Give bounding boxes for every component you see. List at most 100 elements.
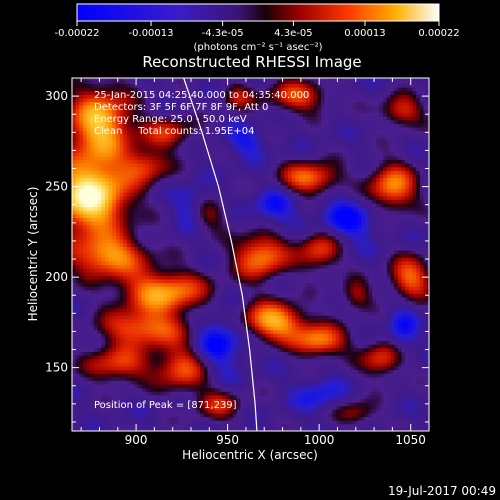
- heatmap-cell: [119, 213, 124, 218]
- heatmap-cell: [152, 173, 157, 179]
- heatmap-cell: [189, 130, 194, 135]
- heatmap-cell: [181, 163, 187, 168]
- heatmap-cell: [156, 405, 161, 410]
- heatmap-cell: [185, 275, 190, 280]
- heatmap-cell: [247, 199, 253, 204]
- heatmap-cell: [115, 217, 121, 222]
- heatmap-cell: [112, 195, 117, 200]
- heatmap-cell: [159, 289, 165, 295]
- heatmap-cell: [79, 405, 84, 410]
- heatmap-cell: [200, 340, 205, 345]
- heatmap-cell: [108, 358, 113, 363]
- heatmap-cell: [97, 97, 102, 103]
- heatmap-cell: [233, 228, 238, 233]
- heatmap-cell: [112, 163, 117, 168]
- heatmap-cell: [159, 282, 165, 287]
- heatmap-cell: [240, 213, 245, 218]
- heatmap-cell: [145, 369, 150, 374]
- heatmap-cell: [123, 155, 128, 161]
- heatmap-cell: [240, 202, 245, 208]
- heatmap-cell: [214, 148, 220, 153]
- heatmap-cell: [214, 416, 220, 421]
- heatmap-cell: [148, 152, 154, 157]
- heatmap-cell: [225, 260, 231, 266]
- heatmap-cell: [148, 123, 154, 128]
- heatmap-cell: [90, 315, 95, 320]
- heatmap-cell: [152, 420, 157, 425]
- heatmap-cell: [181, 87, 187, 92]
- heatmap-cell: [167, 144, 172, 150]
- heatmap-cell: [200, 278, 205, 284]
- heatmap-cell: [93, 300, 99, 305]
- heatmap-cell: [244, 376, 249, 381]
- heatmap-cell: [134, 354, 139, 360]
- heatmap-cell: [211, 420, 216, 425]
- heatmap-cell: [104, 108, 110, 113]
- heatmap-cell: [159, 130, 165, 135]
- heatmap-cell: [86, 105, 91, 110]
- heatmap-cell: [203, 166, 209, 171]
- heatmap-cell: [174, 202, 179, 208]
- heatmap-cell: [229, 116, 234, 121]
- heatmap-cell: [75, 101, 80, 106]
- heatmap-cell: [192, 380, 198, 385]
- heatmap-cell: [255, 246, 260, 251]
- heatmap-cell: [244, 166, 249, 171]
- heatmap-cell: [152, 152, 157, 157]
- heatmap-cell: [203, 224, 209, 229]
- heatmap-cell: [255, 282, 260, 287]
- heatmap-cell: [203, 260, 209, 266]
- heatmap-cell: [112, 137, 117, 142]
- heatmap-cell: [222, 152, 227, 157]
- heatmap-cell: [104, 188, 110, 193]
- heatmap-cell: [156, 184, 161, 190]
- heatmap-cell: [218, 420, 223, 425]
- heatmap-cell: [185, 409, 190, 414]
- heatmap-cell: [181, 166, 187, 171]
- heatmap-cell: [130, 286, 135, 291]
- heatmap-cell: [86, 293, 91, 298]
- heatmap-cell: [104, 221, 110, 226]
- heatmap-cell: [141, 126, 146, 132]
- heatmap-cell: [72, 322, 77, 327]
- heatmap-cell: [112, 239, 117, 244]
- heatmap-cell: [115, 195, 121, 200]
- heatmap-cell: [178, 246, 183, 251]
- heatmap-cell: [104, 202, 110, 208]
- heatmap-cell: [123, 119, 128, 124]
- heatmap-cell: [203, 137, 209, 142]
- heatmap-cell: [148, 90, 154, 95]
- heatmap-cell: [247, 134, 253, 139]
- heatmap-cell: [126, 184, 132, 190]
- heatmap-cell: [170, 409, 176, 414]
- heatmap-cell: [148, 173, 154, 179]
- heatmap-cell: [196, 90, 201, 95]
- heatmap-cell: [214, 105, 220, 110]
- heatmap-cell: [72, 398, 77, 403]
- heatmap-cell: [229, 333, 234, 338]
- heatmap-cell: [189, 398, 194, 403]
- heatmap-cell: [207, 148, 212, 153]
- heatmap-cell: [93, 108, 99, 113]
- heatmap-cell: [163, 260, 168, 266]
- heatmap-cell: [90, 119, 95, 124]
- heatmap-cell: [134, 293, 139, 298]
- heatmap-cell: [185, 412, 190, 418]
- heatmap-cell: [112, 94, 117, 99]
- heatmap-cell: [225, 184, 231, 190]
- heatmap-cell: [141, 123, 146, 128]
- heatmap-cell: [211, 134, 216, 139]
- heatmap-cell: [214, 228, 220, 233]
- heatmap-cell: [115, 181, 121, 186]
- heatmap-cell: [255, 300, 260, 305]
- heatmap-cell: [137, 347, 143, 352]
- heatmap-cell: [167, 358, 172, 363]
- heatmap-cell: [93, 409, 99, 414]
- heatmap-cell: [134, 210, 139, 215]
- heatmap-cell: [218, 423, 223, 428]
- heatmap-cell: [236, 365, 242, 371]
- heatmap-cell: [240, 83, 245, 88]
- heatmap-cell: [222, 141, 227, 146]
- heatmap-cell: [119, 163, 124, 168]
- heatmap-cell: [185, 333, 190, 338]
